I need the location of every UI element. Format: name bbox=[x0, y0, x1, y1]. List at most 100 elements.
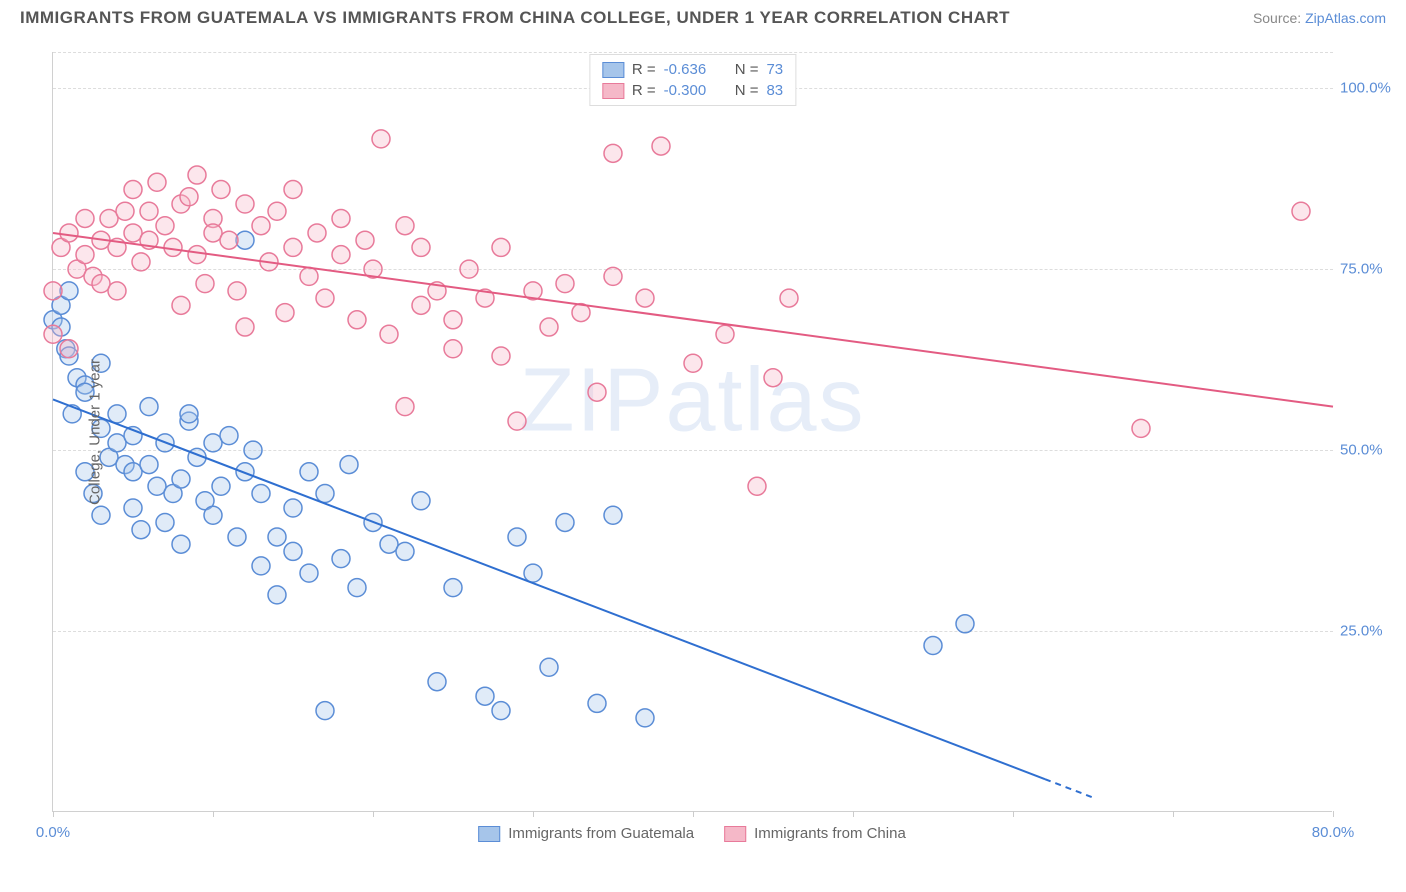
data-point bbox=[316, 702, 334, 720]
data-point bbox=[44, 325, 62, 343]
data-point bbox=[1132, 419, 1150, 437]
data-point bbox=[172, 535, 190, 553]
data-point bbox=[188, 246, 206, 264]
data-point bbox=[108, 282, 126, 300]
data-point bbox=[212, 181, 230, 199]
data-point bbox=[372, 130, 390, 148]
data-point bbox=[92, 506, 110, 524]
data-point bbox=[140, 398, 158, 416]
legend-swatch bbox=[602, 62, 624, 78]
data-point bbox=[156, 217, 174, 235]
x-tick bbox=[853, 811, 854, 817]
data-point bbox=[956, 615, 974, 633]
source-link[interactable]: ZipAtlas.com bbox=[1305, 10, 1386, 26]
data-point bbox=[124, 181, 142, 199]
data-point bbox=[716, 325, 734, 343]
y-tick-label: 50.0% bbox=[1340, 442, 1400, 459]
legend-swatch bbox=[478, 826, 500, 842]
data-point bbox=[44, 282, 62, 300]
data-point bbox=[460, 260, 478, 278]
data-point bbox=[556, 275, 574, 293]
data-point bbox=[636, 289, 654, 307]
data-point bbox=[212, 477, 230, 495]
data-point bbox=[284, 542, 302, 560]
data-point bbox=[332, 550, 350, 568]
x-tick bbox=[373, 811, 374, 817]
y-tick-label: 100.0% bbox=[1340, 80, 1400, 97]
data-point bbox=[588, 694, 606, 712]
data-point bbox=[396, 398, 414, 416]
data-point bbox=[332, 209, 350, 227]
data-point bbox=[244, 441, 262, 459]
data-point bbox=[284, 181, 302, 199]
data-point bbox=[148, 173, 166, 191]
data-point bbox=[252, 557, 270, 575]
data-point bbox=[284, 238, 302, 256]
data-point bbox=[300, 564, 318, 582]
data-point bbox=[132, 521, 150, 539]
data-point bbox=[116, 202, 134, 220]
data-point bbox=[924, 637, 942, 655]
data-point bbox=[268, 528, 286, 546]
data-point bbox=[348, 579, 366, 597]
data-point bbox=[476, 687, 494, 705]
data-point bbox=[412, 296, 430, 314]
data-point bbox=[444, 311, 462, 329]
header-row: IMMIGRANTS FROM GUATEMALA VS IMMIGRANTS … bbox=[0, 0, 1406, 28]
data-point bbox=[156, 513, 174, 531]
x-tick bbox=[213, 811, 214, 817]
data-point bbox=[356, 231, 374, 249]
data-point bbox=[228, 528, 246, 546]
x-tick bbox=[693, 811, 694, 817]
data-point bbox=[76, 246, 94, 264]
data-point bbox=[172, 470, 190, 488]
y-tick-label: 25.0% bbox=[1340, 623, 1400, 640]
trend-line bbox=[53, 399, 1045, 779]
data-point bbox=[444, 579, 462, 597]
data-point bbox=[300, 267, 318, 285]
data-point bbox=[276, 304, 294, 322]
data-point bbox=[588, 383, 606, 401]
data-point bbox=[428, 673, 446, 691]
data-point bbox=[76, 209, 94, 227]
data-point bbox=[508, 412, 526, 430]
data-point bbox=[268, 586, 286, 604]
data-point bbox=[236, 195, 254, 213]
data-point bbox=[180, 405, 198, 423]
data-point bbox=[604, 506, 622, 524]
x-tick bbox=[533, 811, 534, 817]
data-point bbox=[188, 166, 206, 184]
data-point bbox=[196, 275, 214, 293]
data-point bbox=[60, 224, 78, 242]
plot-area: ZIPatlas R = -0.636 N = 73R = -0.300 N =… bbox=[52, 52, 1332, 812]
data-point bbox=[252, 485, 270, 503]
data-point bbox=[492, 238, 510, 256]
data-point bbox=[236, 318, 254, 336]
legend-series: Immigrants from GuatemalaImmigrants from… bbox=[478, 825, 906, 842]
data-point bbox=[540, 318, 558, 336]
data-point bbox=[412, 238, 430, 256]
data-point bbox=[396, 542, 414, 560]
data-point bbox=[220, 427, 238, 445]
data-point bbox=[60, 340, 78, 358]
legend-swatch bbox=[602, 83, 624, 99]
data-point bbox=[1292, 202, 1310, 220]
data-point bbox=[764, 369, 782, 387]
data-point bbox=[316, 289, 334, 307]
data-point bbox=[556, 513, 574, 531]
x-tick-label: 0.0% bbox=[36, 824, 70, 841]
data-point bbox=[604, 267, 622, 285]
data-point bbox=[340, 456, 358, 474]
data-point bbox=[172, 296, 190, 314]
data-point bbox=[412, 492, 430, 510]
data-point bbox=[652, 137, 670, 155]
data-point bbox=[780, 289, 798, 307]
data-point bbox=[316, 485, 334, 503]
legend-stat-row: R = -0.300 N = 83 bbox=[602, 80, 783, 101]
x-tick bbox=[1173, 811, 1174, 817]
legend-series-item: Immigrants from Guatemala bbox=[478, 825, 694, 842]
data-point bbox=[380, 325, 398, 343]
data-point bbox=[348, 311, 366, 329]
data-point bbox=[180, 188, 198, 206]
legend-stats-box: R = -0.636 N = 73R = -0.300 N = 83 bbox=[589, 54, 796, 106]
